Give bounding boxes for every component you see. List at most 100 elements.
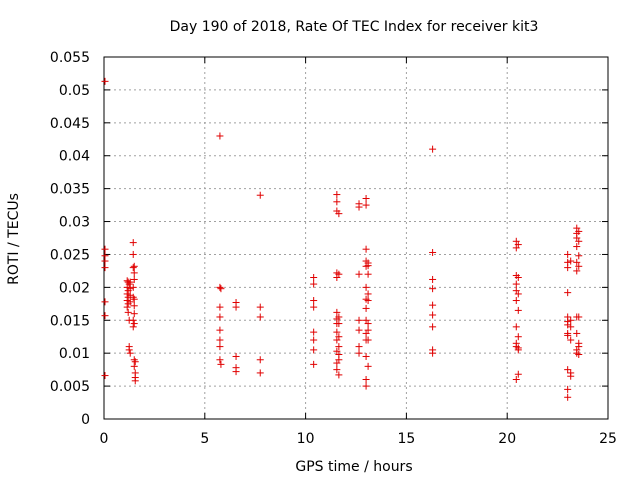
data-point [310, 360, 318, 368]
x-tick-label: 5 [200, 431, 209, 447]
data-point [335, 210, 343, 218]
x-tick-label: 20 [498, 431, 516, 447]
data-point [355, 343, 363, 351]
data-point [130, 269, 138, 277]
x-tick-label: 25 [599, 431, 617, 447]
data-point [333, 328, 341, 336]
data-point [123, 303, 131, 311]
data-point [512, 297, 520, 305]
data-point [564, 250, 572, 258]
data-point [429, 301, 437, 309]
data-point [256, 191, 264, 199]
data-point [101, 264, 109, 272]
data-point [232, 368, 240, 376]
data-point [567, 323, 575, 331]
data-point [216, 303, 224, 311]
data-point [310, 346, 318, 354]
data-point [573, 267, 581, 275]
data-point [335, 313, 343, 321]
data-point [129, 283, 137, 291]
data-point [364, 262, 372, 270]
data-point [567, 336, 575, 344]
data-point [335, 320, 343, 328]
data-point [216, 326, 224, 334]
x-tick-label: 0 [100, 431, 109, 447]
data-points [101, 77, 583, 401]
data-point [514, 306, 522, 314]
data-point [131, 358, 139, 366]
data-point [130, 362, 138, 370]
data-point [256, 369, 264, 377]
data-point [512, 323, 520, 331]
data-point [126, 285, 134, 293]
data-point [429, 285, 437, 293]
data-point [362, 195, 370, 203]
y-tick-label: 0.015 [50, 313, 90, 329]
data-point [429, 349, 437, 357]
data-point [335, 333, 343, 341]
data-point [123, 297, 131, 305]
data-point [216, 313, 224, 321]
data-point [232, 303, 240, 311]
data-point [567, 257, 575, 265]
data-point [564, 331, 572, 339]
data-point [575, 252, 583, 260]
data-point [232, 352, 240, 360]
data-point [362, 376, 370, 384]
data-point [101, 257, 109, 265]
data-point [126, 349, 134, 357]
data-point [129, 239, 137, 247]
data-point [429, 145, 437, 153]
data-point [355, 316, 363, 324]
data-point [362, 283, 370, 291]
data-point [216, 343, 224, 351]
data-point [216, 336, 224, 344]
tick-layer: 0 5 10 15 20 25 0 0.005 0.01 0.015 0.02 0.025 0.03 0.… [50, 50, 617, 447]
data-point [575, 227, 583, 235]
data-point [129, 323, 137, 331]
data-point [333, 191, 341, 199]
data-point [216, 283, 224, 291]
y-tick-label: 0.005 [50, 379, 90, 395]
data-point [364, 362, 372, 370]
data-point [333, 308, 341, 316]
y-tick-label: 0.05 [59, 83, 90, 99]
x-tick-label: 15 [397, 431, 415, 447]
data-point [429, 248, 437, 256]
data-point [512, 376, 520, 384]
y-tick-label: 0.02 [59, 280, 90, 296]
data-point [101, 245, 109, 253]
data-point [364, 326, 372, 334]
data-point [126, 278, 134, 286]
data-point [364, 320, 372, 328]
y-tick-label: 0.04 [59, 149, 90, 165]
data-point [333, 198, 341, 206]
data-point [310, 336, 318, 344]
data-point [130, 310, 138, 318]
data-point [564, 264, 572, 272]
data-point [364, 270, 372, 278]
data-point [429, 275, 437, 283]
data-point [362, 304, 370, 312]
data-point [573, 329, 581, 337]
data-point [333, 366, 341, 374]
data-point [129, 316, 137, 324]
data-point [130, 302, 138, 310]
data-point [126, 298, 134, 306]
y-axis-label: ROTI / TECUs [6, 193, 22, 285]
data-point [564, 366, 572, 374]
data-point [125, 346, 133, 354]
data-point [335, 356, 343, 364]
data-point [514, 290, 522, 298]
data-point [362, 245, 370, 253]
data-point [355, 270, 363, 278]
data-point [364, 297, 372, 305]
data-point [310, 273, 318, 281]
x-tick-label: 10 [297, 431, 315, 447]
y-tick-label: 0 [81, 412, 90, 428]
data-point [355, 349, 363, 357]
data-point [310, 328, 318, 336]
data-point [131, 377, 139, 385]
data-point [514, 370, 522, 378]
data-point [101, 372, 109, 380]
